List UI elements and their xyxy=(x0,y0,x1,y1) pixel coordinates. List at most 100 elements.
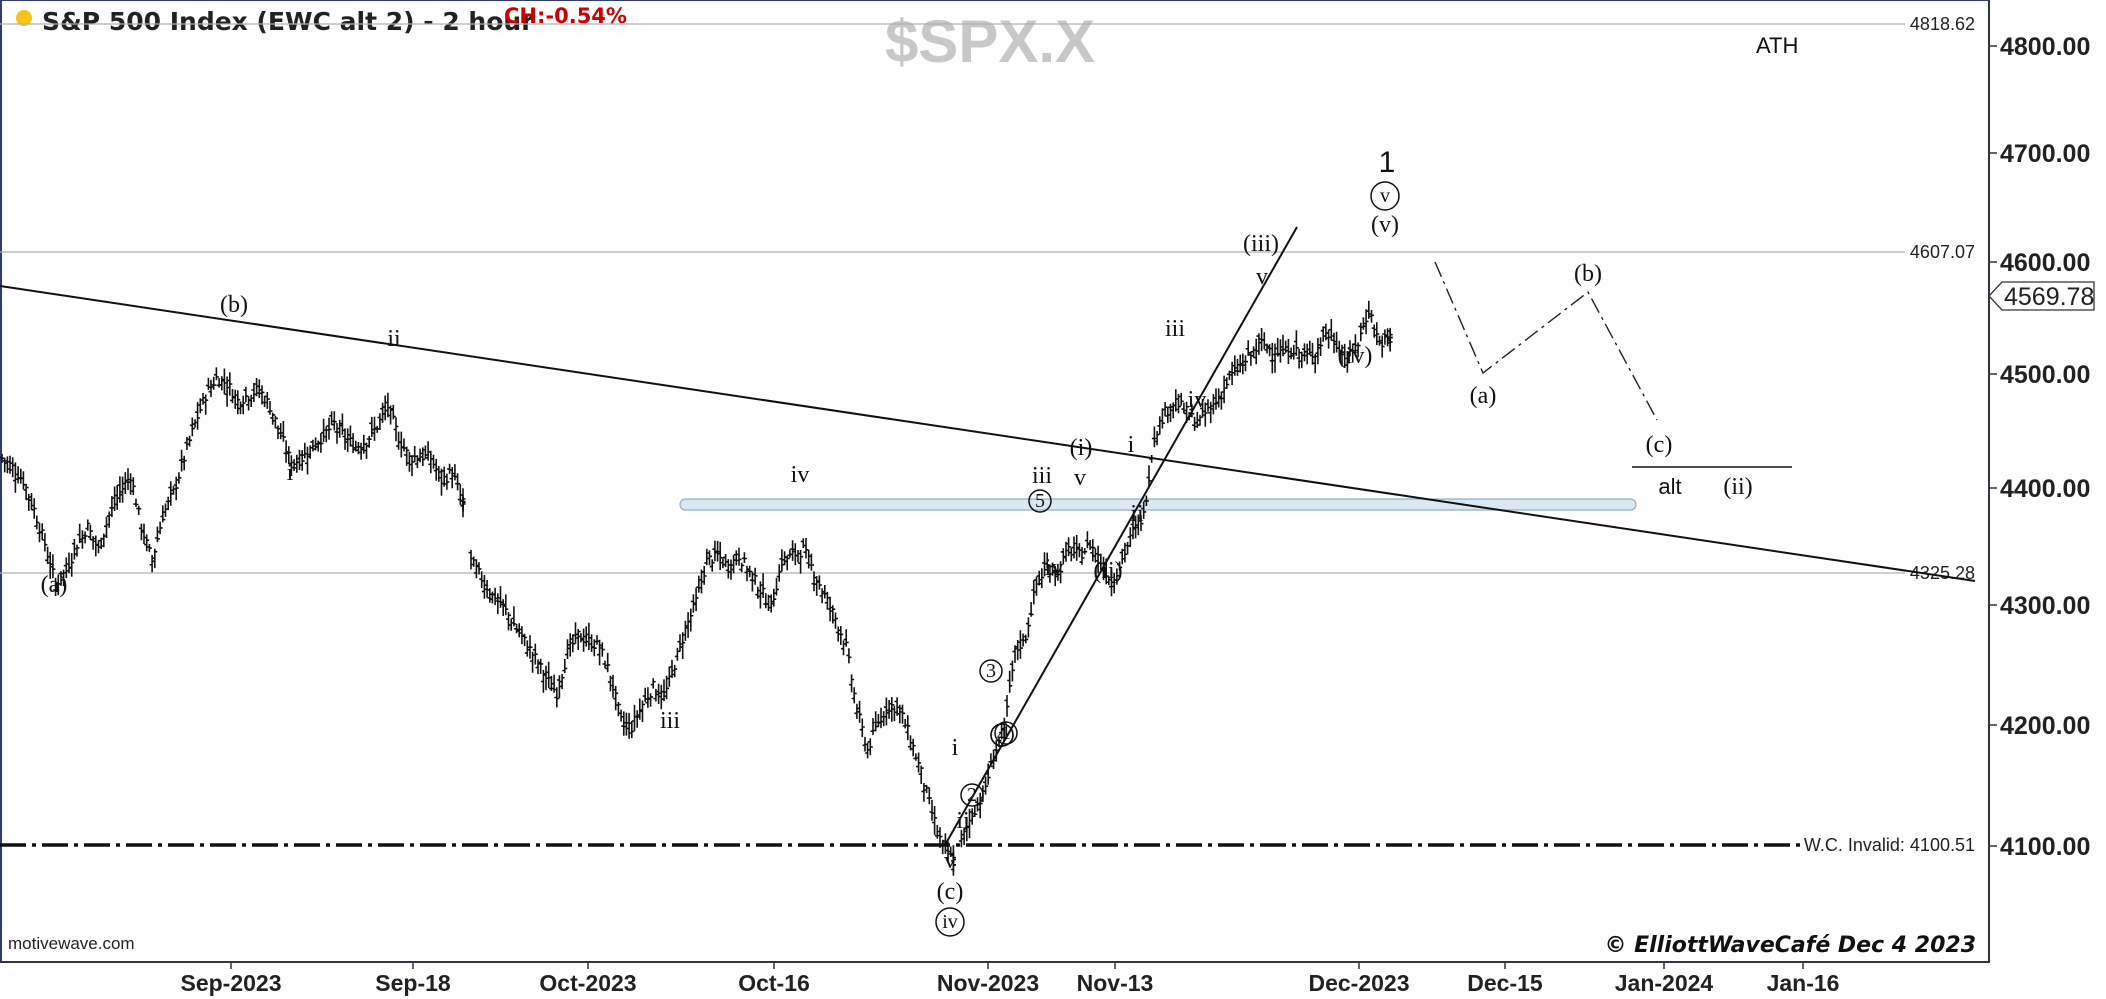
wave-label: iv xyxy=(1045,555,1064,581)
ohlc-bar xyxy=(1293,330,1299,356)
ohlc-bar xyxy=(1291,344,1297,360)
ohlc-bar xyxy=(846,648,852,664)
ohlc-bar xyxy=(618,709,624,722)
wave-label: 4 xyxy=(997,724,1007,746)
wave-label: iii xyxy=(660,708,680,734)
ohlc-bar xyxy=(543,665,549,691)
wave-label: (v) xyxy=(1371,212,1399,238)
ohlc-bar xyxy=(905,715,911,741)
ohlc-bar xyxy=(1165,407,1171,424)
wave-circle-mark xyxy=(960,783,984,807)
ohlc-bar xyxy=(1304,343,1310,365)
ohlc-bar xyxy=(669,659,675,679)
ohlc-bar xyxy=(238,401,243,415)
ohlc-bar xyxy=(444,473,450,490)
ohlc-bar xyxy=(1224,377,1230,389)
ohlc-bar xyxy=(246,396,252,411)
ohlc-bar xyxy=(565,639,570,659)
ohlc-bar xyxy=(1369,310,1374,323)
ohlc-bar xyxy=(849,674,855,693)
ohlc-bar xyxy=(417,448,423,463)
y-tick-label: 4200.00 xyxy=(2000,712,2090,740)
ohlc-bar xyxy=(18,468,24,484)
ohlc-bar xyxy=(45,546,51,564)
ohlc-bar xyxy=(535,659,541,675)
ohlc-bar xyxy=(696,575,702,593)
ohlc-bar xyxy=(26,493,32,511)
ohlc-bar xyxy=(109,496,115,518)
chart-title: S&P 500 Index (EWC alt 2) - 2 hour xyxy=(42,7,534,36)
ohlc-bar xyxy=(1114,568,1120,585)
ohlc-bar xyxy=(682,620,688,641)
ohlc-bar xyxy=(1127,527,1133,548)
ohlc-bar xyxy=(867,738,873,756)
ohlc-bar xyxy=(187,435,193,447)
ohlc-bar xyxy=(530,651,536,673)
ohlc-bar xyxy=(235,390,241,415)
ohlc-bar xyxy=(69,553,75,577)
ohlc-bar xyxy=(556,675,562,699)
ohlc-bar xyxy=(278,423,284,440)
ohlc-bar xyxy=(1058,561,1064,584)
ohlc-bar xyxy=(760,573,766,598)
ohlc-bar xyxy=(157,521,163,535)
ohlc-bar xyxy=(342,428,348,450)
ohlc-bar xyxy=(642,687,648,702)
ohlc-bar xyxy=(1210,394,1216,415)
ohlc-bar xyxy=(712,540,718,562)
ohlc-bar xyxy=(12,462,18,493)
ohlc-bar xyxy=(125,468,131,490)
ohlc-bar xyxy=(881,711,887,727)
ohlc-bar xyxy=(272,415,278,429)
wave-label: i xyxy=(952,735,959,761)
ohlc-bar xyxy=(1269,342,1275,374)
ohlc-bar xyxy=(297,449,302,471)
ohlc-bar xyxy=(479,571,485,589)
ohlc-bar xyxy=(396,431,402,450)
ohlc-bar xyxy=(1202,402,1208,427)
ohlc-bar xyxy=(251,383,257,402)
ohlc-bar xyxy=(120,476,126,503)
ohlc-bar xyxy=(913,753,919,761)
ohlc-bar xyxy=(425,441,431,461)
ohlc-bar xyxy=(900,704,905,724)
ohlc-bar xyxy=(1358,322,1364,342)
ohlc-bar xyxy=(114,485,120,510)
ohlc-bar xyxy=(248,394,254,407)
ohlc-bar xyxy=(1012,645,1018,663)
wave-circle-mark xyxy=(994,721,1018,745)
wave-label: (b) xyxy=(220,292,248,318)
ohlc-bar xyxy=(586,622,592,650)
ohlc-bar xyxy=(591,639,597,657)
ohlc-bar xyxy=(460,496,466,518)
ohlc-bar xyxy=(481,575,487,599)
ohlc-bar xyxy=(1066,537,1072,557)
ohlc-bar xyxy=(1363,309,1369,335)
ohlc-bar xyxy=(1162,402,1168,417)
wave-label: ii xyxy=(956,808,970,834)
ohlc-bar xyxy=(96,540,101,554)
x-tick-label: Nov-2023 xyxy=(937,970,1039,996)
ohlc-bar xyxy=(731,555,737,574)
ohlc-bar xyxy=(653,688,659,702)
ohlc-bar xyxy=(439,468,444,496)
ohlc-bar xyxy=(816,575,822,590)
ohlc-bar xyxy=(522,633,528,647)
ohlc-bar xyxy=(1028,602,1034,617)
ohlc-bar xyxy=(803,538,809,559)
ohlc-bar xyxy=(1015,640,1021,661)
ohlc-bar xyxy=(886,700,892,719)
ohlc-bar xyxy=(674,647,680,661)
ohlc-bar xyxy=(506,612,511,631)
y-tick-label: 4500.00 xyxy=(2000,361,2090,389)
ohlc-bar xyxy=(321,418,327,442)
ohlc-bar xyxy=(422,445,428,459)
wave-label: v xyxy=(1380,185,1390,207)
ohlc-bar xyxy=(932,806,938,835)
ohlc-bar xyxy=(790,540,796,561)
y-tick-label: 4300.00 xyxy=(2000,592,2090,620)
ohlc-bar xyxy=(29,493,34,511)
x-axis: Sep-2023 Sep-18 Oct-2023 Oct-16 Nov-2023… xyxy=(180,962,1839,996)
ohlc-bar xyxy=(597,639,603,666)
